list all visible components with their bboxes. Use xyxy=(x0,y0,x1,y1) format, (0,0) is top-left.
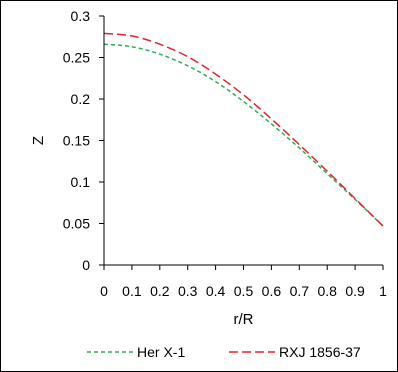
series-line-1 xyxy=(103,43,384,227)
x-tick-label: 0 xyxy=(100,283,108,299)
y-tick-label: 0.3 xyxy=(71,8,91,24)
x-tick-label: 0.2 xyxy=(150,283,170,299)
y-tick-label: 0 xyxy=(82,257,90,273)
legend-label-2: RXJ 1856-37 xyxy=(279,344,361,360)
y-tick-label: 0.1 xyxy=(71,174,91,190)
y-tick-label: 0.2 xyxy=(71,91,91,107)
x-axis-ticks: 0 0.1 0.2 0.3 0.4 0.5 0.6 0.7 0.8 0.9 1 xyxy=(100,265,387,299)
x-tick-label: 0.9 xyxy=(345,283,365,299)
series-lines xyxy=(103,32,384,227)
legend-label-1: Her X-1 xyxy=(137,344,185,360)
y-axis-label: Z xyxy=(30,136,47,145)
x-axis-label: r/R xyxy=(234,311,254,328)
x-tick-label: 0.4 xyxy=(206,283,226,299)
series-line-2 xyxy=(103,32,384,227)
y-tick-label: 0.05 xyxy=(63,216,90,232)
y-tick-label: 0.25 xyxy=(63,50,90,66)
y-axis-ticks: 0 0.05 0.1 0.15 0.2 0.25 0.3 xyxy=(63,8,104,273)
x-tick-label: 0.6 xyxy=(262,283,282,299)
x-tick-label: 0.8 xyxy=(317,283,337,299)
x-tick-label: 0.3 xyxy=(178,283,198,299)
x-tick-label: 1 xyxy=(379,283,387,299)
x-tick-label: 0.5 xyxy=(234,283,254,299)
y-tick-label: 0.15 xyxy=(63,133,90,149)
x-tick-label: 0.1 xyxy=(122,283,142,299)
legend: Her X-1 RXJ 1856-37 xyxy=(87,344,361,360)
x-tick-label: 0.7 xyxy=(290,283,310,299)
